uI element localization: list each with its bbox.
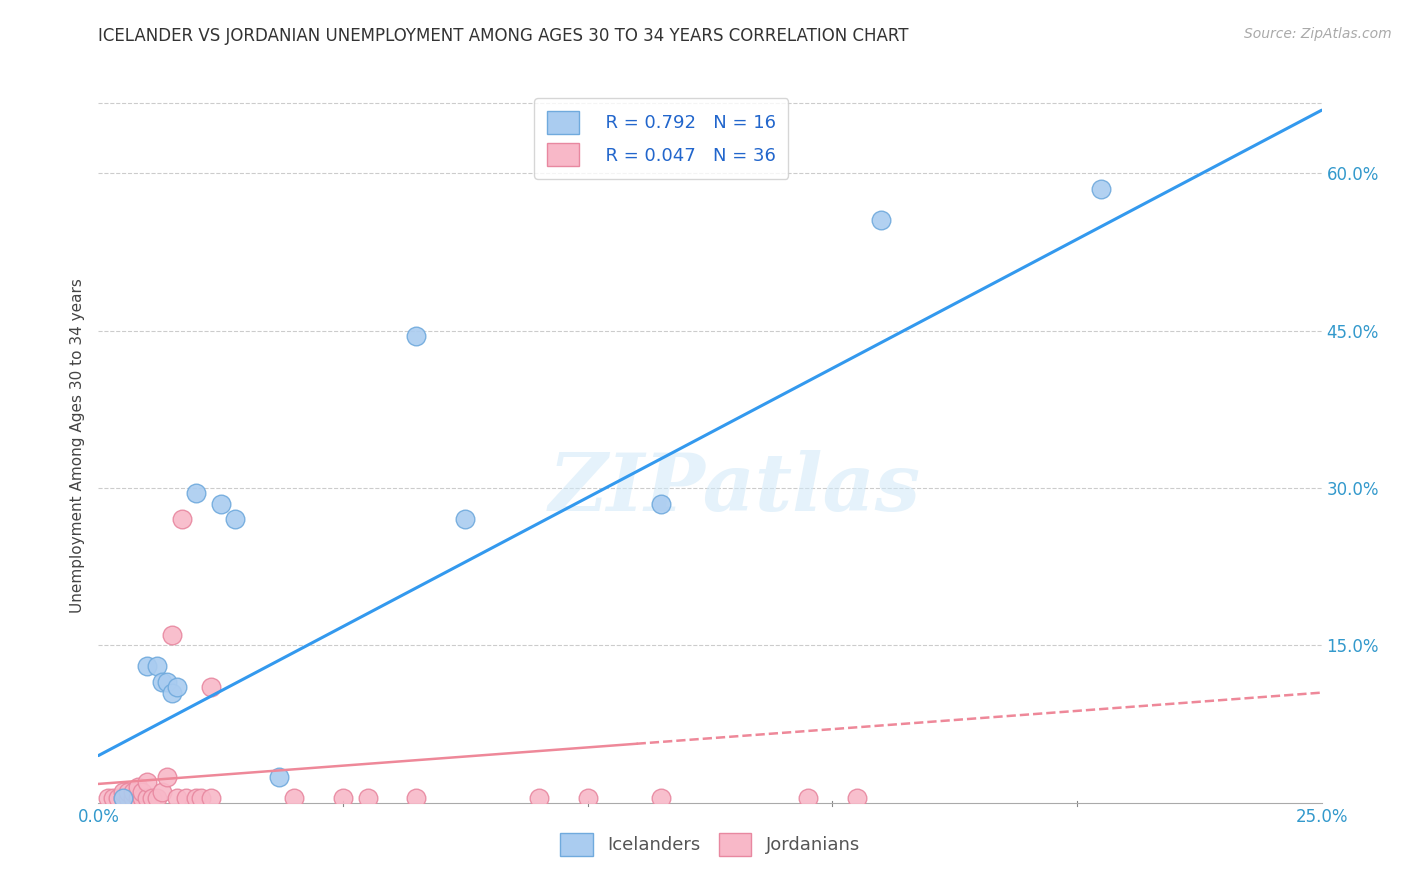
Point	[117, 790, 139, 805]
Point	[160, 685, 183, 699]
Point	[150, 785, 173, 799]
Point	[405, 790, 427, 805]
Legend: Icelanders, Jordanians: Icelanders, Jordanians	[551, 824, 869, 865]
Point	[166, 790, 188, 805]
Point	[121, 785, 143, 799]
Point	[186, 486, 208, 500]
Point	[209, 497, 232, 511]
Point	[127, 790, 149, 805]
Point	[576, 790, 599, 805]
Point	[200, 681, 222, 695]
Point	[332, 790, 354, 805]
Point	[186, 790, 208, 805]
Point	[190, 790, 212, 805]
Point	[136, 774, 159, 789]
Point	[131, 785, 153, 799]
Point	[405, 328, 427, 343]
Point	[127, 780, 149, 794]
Point	[224, 512, 246, 526]
Point	[136, 659, 159, 673]
Point	[454, 512, 477, 526]
Point	[117, 785, 139, 799]
Point	[166, 681, 188, 695]
Point	[1090, 182, 1112, 196]
Point	[146, 659, 169, 673]
Point	[156, 675, 179, 690]
Point	[101, 790, 124, 805]
Point	[111, 785, 134, 799]
Point	[97, 790, 120, 805]
Point	[107, 790, 129, 805]
Y-axis label: Unemployment Among Ages 30 to 34 years: Unemployment Among Ages 30 to 34 years	[69, 278, 84, 614]
Point	[200, 790, 222, 805]
Point	[160, 628, 183, 642]
Point	[356, 790, 378, 805]
Point	[170, 512, 193, 526]
Point	[269, 770, 291, 784]
Point	[176, 790, 198, 805]
Text: ZIPatlas: ZIPatlas	[548, 450, 921, 527]
Text: ICELANDER VS JORDANIAN UNEMPLOYMENT AMONG AGES 30 TO 34 YEARS CORRELATION CHART: ICELANDER VS JORDANIAN UNEMPLOYMENT AMON…	[98, 27, 908, 45]
Point	[283, 790, 305, 805]
Point	[111, 790, 134, 805]
Point	[111, 790, 134, 805]
Point	[136, 790, 159, 805]
Point	[141, 790, 163, 805]
Text: Source: ZipAtlas.com: Source: ZipAtlas.com	[1244, 27, 1392, 41]
Point	[650, 790, 672, 805]
Point	[870, 213, 893, 227]
Point	[156, 770, 179, 784]
Point	[797, 790, 820, 805]
Point	[150, 675, 173, 690]
Point	[650, 497, 672, 511]
Point	[121, 790, 143, 805]
Point	[131, 790, 153, 805]
Point	[527, 790, 550, 805]
Point	[845, 790, 868, 805]
Point	[146, 790, 169, 805]
